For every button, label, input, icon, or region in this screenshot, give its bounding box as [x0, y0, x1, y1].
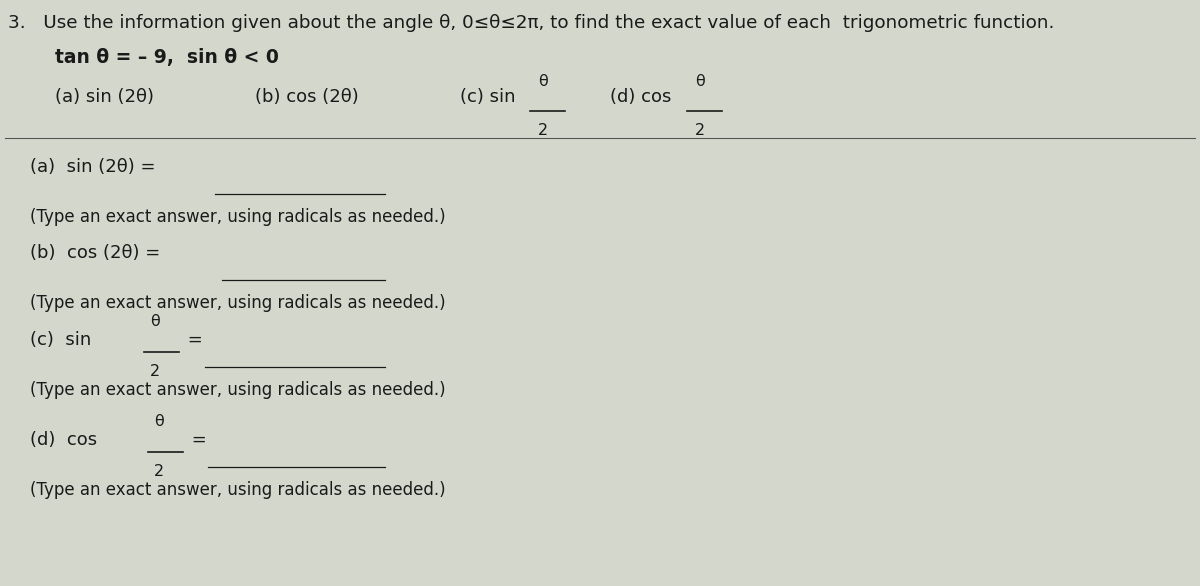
Text: (Type an exact answer, using radicals as needed.): (Type an exact answer, using radicals as…: [30, 481, 445, 499]
Text: (a)  sin (2θ) =: (a) sin (2θ) =: [30, 158, 156, 176]
Text: (d) cos: (d) cos: [610, 88, 677, 106]
Text: 2: 2: [154, 464, 164, 479]
Text: θ: θ: [154, 414, 163, 429]
Text: =: =: [182, 331, 203, 349]
Text: θ: θ: [538, 74, 547, 89]
Text: =: =: [186, 431, 206, 449]
Text: (c)  sin: (c) sin: [30, 331, 97, 349]
Text: tan θ = – 9,  sin θ < 0: tan θ = – 9, sin θ < 0: [55, 48, 278, 67]
Text: 2: 2: [150, 364, 160, 379]
Text: (b) cos (2θ): (b) cos (2θ): [254, 88, 359, 106]
Text: θ: θ: [695, 74, 704, 89]
Text: θ: θ: [150, 314, 160, 329]
Text: 3.   Use the information given about the angle θ, 0≤θ≤2π, to find the exact valu: 3. Use the information given about the a…: [8, 14, 1055, 32]
Text: (c) sin: (c) sin: [460, 88, 521, 106]
Text: 2: 2: [538, 123, 548, 138]
Text: (Type an exact answer, using radicals as needed.): (Type an exact answer, using radicals as…: [30, 294, 445, 312]
Text: (a) sin (2θ): (a) sin (2θ): [55, 88, 154, 106]
Text: (Type an exact answer, using radicals as needed.): (Type an exact answer, using radicals as…: [30, 381, 445, 399]
Text: (b)  cos (2θ) =: (b) cos (2θ) =: [30, 244, 161, 262]
Text: 2: 2: [695, 123, 706, 138]
Text: (Type an exact answer, using radicals as needed.): (Type an exact answer, using radicals as…: [30, 208, 445, 226]
Text: (d)  cos: (d) cos: [30, 431, 103, 449]
